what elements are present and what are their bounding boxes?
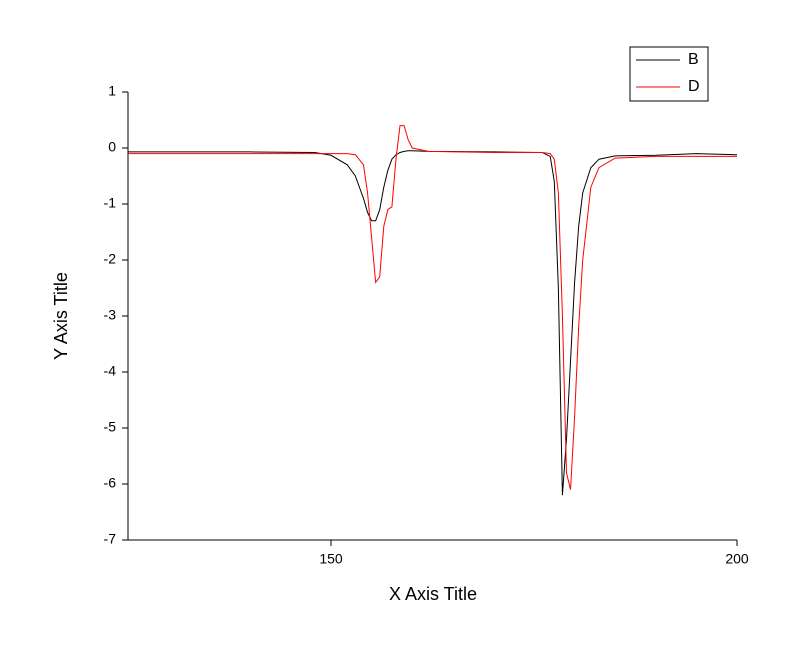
y-tick-label: -2 bbox=[104, 251, 117, 267]
y-tick-label: -7 bbox=[104, 531, 117, 547]
line-series bbox=[128, 125, 737, 490]
y-tick-label: -5 bbox=[104, 419, 117, 435]
y-tick-label: 0 bbox=[108, 139, 116, 155]
legend-label: D bbox=[688, 78, 700, 95]
line-series bbox=[128, 150, 738, 496]
legend-box bbox=[629, 46, 709, 102]
y-tick-label: -6 bbox=[104, 475, 117, 491]
y-tick-label: -1 bbox=[104, 195, 117, 211]
x-tick-label: 200 bbox=[725, 551, 749, 567]
y-tick-label: -4 bbox=[104, 363, 117, 379]
y-tick-label: -3 bbox=[104, 307, 117, 323]
x-axis-title: X Axis Title bbox=[389, 584, 477, 604]
legend-label: B bbox=[688, 51, 699, 68]
x-tick-label: 150 bbox=[319, 551, 343, 567]
y-tick-label: 1 bbox=[108, 83, 116, 99]
y-axis-title: Y Axis Title bbox=[51, 272, 71, 360]
